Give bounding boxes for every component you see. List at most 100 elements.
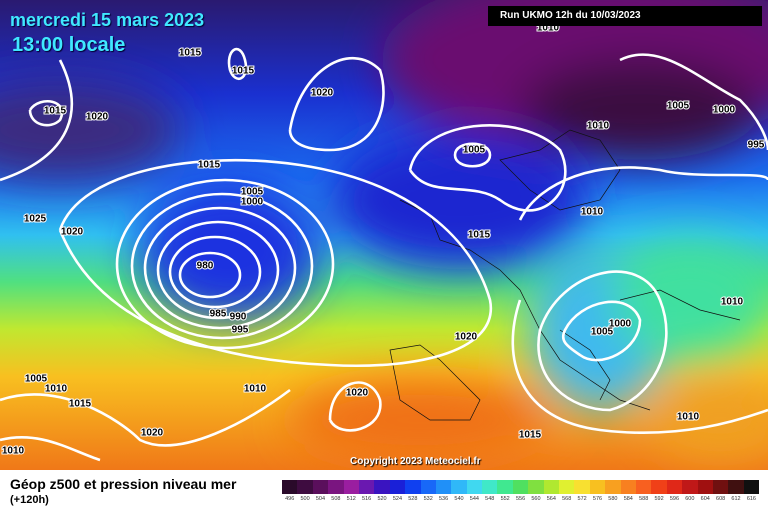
isobar-label: 1020	[141, 428, 164, 439]
legend-item: 612	[728, 480, 744, 502]
isobar-label: 1000	[609, 319, 632, 330]
isobar-label: 1020	[61, 227, 84, 238]
legend-item: 508	[328, 480, 344, 502]
legend-value: 560	[531, 496, 541, 502]
isobar-label: 1025	[24, 214, 47, 225]
legend-swatch	[497, 480, 513, 494]
legend-value: 548	[485, 496, 495, 502]
isobar-label: 1015	[179, 48, 202, 59]
legend-item: 516	[358, 480, 375, 502]
legend-value: 496	[285, 496, 295, 502]
legend-item: 540	[451, 480, 467, 502]
isobar-label: 990	[230, 312, 247, 323]
legend-value: 588	[639, 496, 649, 502]
legend-value: 528	[408, 496, 418, 502]
time: 13:00 locale	[12, 34, 126, 56]
legend-item: 496	[282, 480, 298, 502]
legend-swatch	[528, 480, 544, 494]
legend-swatch	[328, 480, 344, 494]
legend-value: 536	[439, 496, 449, 502]
isobar-label: 1015	[198, 160, 221, 171]
legend-swatch	[712, 480, 729, 494]
legend-value: 500	[300, 496, 310, 502]
legend-value: 616	[746, 496, 756, 502]
legend-item: 524	[389, 480, 406, 502]
legend-value: 564	[546, 496, 556, 502]
legend-swatch	[682, 480, 698, 494]
isobar-label: 1020	[455, 332, 478, 343]
legend-swatch	[543, 480, 560, 494]
legend-item: 576	[589, 480, 606, 502]
legend-swatch	[574, 480, 590, 494]
legend-swatch	[743, 480, 760, 494]
isobar-label: 985	[210, 309, 227, 320]
isobar-label: 995	[232, 325, 249, 336]
legend-swatch	[651, 480, 667, 494]
legend-swatch	[312, 480, 329, 494]
legend-value: 532	[423, 496, 433, 502]
legend-item: 536	[435, 480, 452, 502]
legend-item: 520	[374, 480, 390, 502]
legend-item: 544	[466, 480, 483, 502]
legend-swatch	[482, 480, 498, 494]
legend-item: 548	[482, 480, 498, 502]
legend-item: 504	[312, 480, 329, 502]
legend-item: 560	[528, 480, 544, 502]
isobar-label: 1005	[25, 374, 48, 385]
legend-item: 588	[635, 480, 652, 502]
legend-swatch	[374, 480, 390, 494]
legend-value: 612	[731, 496, 741, 502]
legend-swatch	[343, 480, 359, 494]
legend-item: 500	[297, 480, 313, 502]
legend-item: 596	[666, 480, 683, 502]
isobar-label: 1020	[346, 388, 369, 399]
legend-value: 572	[577, 496, 587, 502]
legend-swatch	[435, 480, 452, 494]
legend-value: 592	[654, 496, 664, 502]
legend-swatch	[297, 480, 313, 494]
legend-swatch	[466, 480, 483, 494]
legend-value: 596	[669, 496, 680, 502]
legend-value: 544	[469, 496, 479, 502]
legend-value: 584	[623, 496, 633, 502]
legend-swatch	[358, 480, 375, 494]
legend-swatch	[282, 480, 298, 494]
legend-item: 556	[512, 480, 529, 502]
legend-value: 508	[331, 496, 341, 502]
isobar-label: 1010	[2, 446, 25, 457]
legend-item: 616	[743, 480, 760, 502]
legend-value: 576	[592, 496, 603, 502]
isobars	[0, 47, 768, 462]
legend-item: 532	[420, 480, 436, 502]
legend-item: 572	[574, 480, 590, 502]
legend-swatch	[451, 480, 467, 494]
date: mercredi 15 mars 2023	[10, 10, 205, 30]
legend-swatch	[697, 480, 713, 494]
legend-swatch	[389, 480, 406, 494]
legend-swatch	[728, 480, 744, 494]
legend-value: 524	[392, 496, 403, 502]
legend-value: 580	[608, 496, 618, 502]
isobar-label: 1015	[44, 106, 67, 117]
isobar-label: 1010	[721, 297, 744, 308]
footer-title: Géop z500 et pression niveau mer	[10, 476, 237, 492]
legend-item: 568	[559, 480, 575, 502]
legend-item: 512	[343, 480, 359, 502]
legend-item: 592	[651, 480, 667, 502]
isobar-label: 1005	[241, 187, 264, 198]
isobar-label: 1015	[69, 399, 92, 410]
isobar-label: 1015	[232, 66, 255, 77]
legend-value: 520	[377, 496, 387, 502]
isobar-label: 980	[197, 261, 214, 272]
isobar-label: 995	[748, 140, 765, 151]
copyright: Copyright 2023 Meteociel.fr	[350, 456, 481, 467]
isobar-label: 1005	[667, 101, 690, 112]
legend-item: 584	[620, 480, 636, 502]
isobar-label: 1020	[86, 112, 109, 123]
run-info: Run UKMO 12h du 10/03/2023	[488, 6, 762, 26]
isobar-label: 1015	[519, 430, 542, 441]
legend-value: 512	[346, 496, 356, 502]
legend: 496 500 504 508 512 516 520 524 528 532 536 540 544 5…	[282, 480, 760, 502]
legend-value: 540	[454, 496, 464, 502]
isobar-label: 1010	[587, 121, 610, 132]
